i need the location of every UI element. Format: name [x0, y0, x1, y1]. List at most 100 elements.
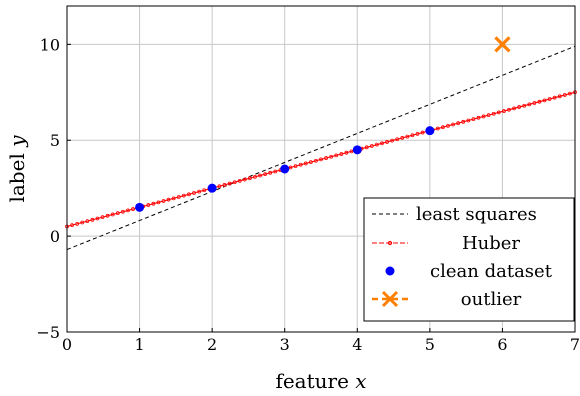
huber-marker: [156, 200, 161, 205]
huber-marker: [258, 173, 262, 178]
huber-marker: [507, 107, 511, 112]
huber-marker: [110, 212, 115, 217]
huber-marker: [308, 160, 313, 164]
huber-marker: [171, 196, 176, 201]
huber-marker: [176, 195, 181, 199]
x-tick-label: 6: [497, 335, 507, 354]
huber-marker: [446, 123, 450, 128]
huber-marker: [451, 122, 455, 127]
huber-marker: [273, 169, 278, 174]
huber-marker: [227, 181, 232, 186]
huber-marker: [415, 132, 420, 136]
huber-marker: [161, 199, 166, 203]
x-tick-label: 4: [352, 335, 362, 354]
huber-marker: [120, 209, 125, 214]
x-tick-label: 5: [425, 335, 435, 354]
huber-marker: [496, 110, 501, 115]
x-tick-label: 7: [570, 335, 580, 354]
huber-marker: [466, 118, 471, 123]
x-axis-title: feature x: [275, 369, 366, 393]
huber-marker: [192, 191, 196, 195]
clean-dataset-point: [425, 126, 435, 136]
huber-marker: [441, 125, 445, 130]
huber-marker: [288, 165, 293, 170]
huber-marker: [187, 192, 191, 197]
y-axis-title: label y: [5, 135, 29, 203]
huber-marker: [542, 98, 547, 103]
huber-marker: [303, 161, 308, 166]
huber-marker: [522, 103, 527, 108]
huber-marker: [222, 183, 227, 187]
huber-marker: [471, 117, 476, 122]
legend-label-least-squares: least squares: [416, 204, 537, 225]
huber-marker: [293, 164, 298, 169]
huber-marker: [476, 115, 481, 120]
huber-marker: [247, 176, 252, 181]
y-tick-label: −5: [36, 323, 60, 342]
huber-marker: [385, 140, 389, 144]
huber-marker: [105, 213, 110, 218]
huber-marker: [329, 154, 334, 159]
huber-marker: [395, 137, 400, 142]
huber-marker: [552, 95, 557, 100]
x-tick-label: 0: [62, 335, 72, 354]
legend-label-outlier: outlier: [461, 289, 522, 310]
huber-marker: [115, 211, 120, 216]
y-tick-label: 10: [40, 35, 60, 54]
huber-marker: [80, 220, 85, 225]
plot-frame: [66, 5, 576, 333]
x-axis-title-text: feature: [275, 369, 348, 393]
huber-marker: [90, 217, 95, 222]
legend: least squares Huber clean dataset outlie…: [363, 197, 575, 322]
huber-marker: [242, 177, 247, 182]
huber-marker: [85, 219, 90, 224]
huber-marker: [339, 152, 344, 156]
huber-marker: [151, 201, 156, 206]
huber-marker: [344, 150, 349, 155]
huber-marker: [491, 111, 496, 116]
huber-marker: [501, 109, 506, 113]
legend-label-clean-dataset: clean dataset: [430, 261, 553, 282]
huber-marker: [374, 142, 379, 147]
huber-marker: [405, 134, 410, 139]
huber-marker: [349, 149, 354, 154]
huber-marker: [268, 170, 273, 175]
huber-marker: [334, 153, 339, 158]
legend-swatch-outlier-marker: [381, 290, 399, 308]
huber-marker: [75, 221, 80, 226]
huber-marker: [95, 216, 100, 221]
huber-marker: [263, 172, 268, 177]
clean-dataset-point: [135, 202, 145, 212]
huber-marker: [557, 94, 562, 99]
huber-marker: [380, 141, 384, 146]
huber-marker: [369, 144, 374, 148]
legend-swatch-clean-dataset: [385, 266, 395, 276]
legend-swatch-huber-marker: [387, 240, 393, 246]
x-tick-label: 2: [207, 335, 217, 354]
huber-marker: [420, 130, 425, 135]
clean-dataset-point: [352, 145, 362, 155]
legend-box: [363, 197, 575, 322]
y-tick-label: 0: [50, 227, 60, 246]
huber-marker: [486, 113, 491, 118]
huber-marker: [319, 157, 323, 162]
x-tick-label: 3: [280, 335, 290, 354]
huber-marker: [410, 133, 415, 138]
huber-marker: [527, 102, 532, 107]
huber-marker: [364, 145, 369, 150]
y-axis-title-text: label: [5, 153, 29, 202]
huber-marker: [126, 208, 130, 213]
y-axis-variable: y: [5, 135, 29, 148]
huber-marker: [517, 105, 522, 109]
huber-marker: [298, 162, 303, 167]
huber-marker: [390, 138, 395, 143]
huber-marker: [314, 158, 318, 163]
least-squares-line: [66, 45, 576, 251]
huber-marker: [166, 197, 171, 202]
huber-marker: [461, 119, 466, 124]
huber-marker: [532, 101, 537, 105]
huber-marker: [146, 203, 151, 207]
huber-marker: [562, 93, 567, 97]
huber-marker: [70, 223, 74, 228]
